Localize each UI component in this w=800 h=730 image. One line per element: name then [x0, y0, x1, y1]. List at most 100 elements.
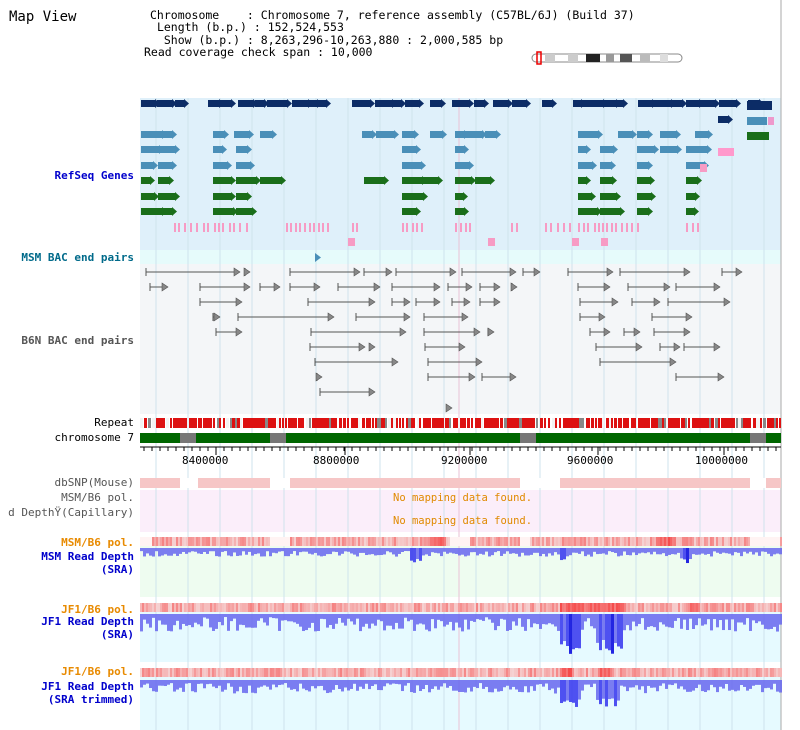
- polymorphism-cell: [162, 537, 164, 546]
- polymorphism-cell: [184, 668, 186, 677]
- repeat-segment: [456, 418, 458, 428]
- repeat-segment: [396, 418, 398, 428]
- dbsnp-label[interactable]: dbSNP(Mouse): [54, 476, 134, 489]
- depth-bar: [746, 680, 749, 691]
- gene-body: [700, 100, 715, 107]
- polymorphism-cell: [156, 668, 158, 677]
- polymorphism-cell: [384, 668, 386, 677]
- polymorphism-cell: [298, 537, 300, 546]
- msm-pol-top-label[interactable]: MSM/B6 pol.: [61, 491, 134, 504]
- depth-bar: [752, 680, 755, 686]
- gene-body: [686, 193, 695, 200]
- polymorphism-cell: [664, 603, 666, 612]
- depth-bar: [704, 614, 707, 625]
- depth-bar: [707, 548, 710, 555]
- gene-body: [637, 177, 650, 184]
- polymorphism-cell: [686, 668, 688, 677]
- jf1-pol-label[interactable]: JF1/B6 pol.: [61, 603, 134, 616]
- gene-mark: [455, 223, 457, 232]
- jf1-trimmed-depth-label[interactable]: JF1 Read Depth: [41, 680, 134, 693]
- polymorphism-cell: [272, 668, 274, 677]
- refseq-genes-label[interactable]: RefSeq Genes: [54, 169, 134, 182]
- gene-body: [595, 100, 616, 107]
- polymorphism-cell: [388, 537, 390, 546]
- polymorphism-cell: [358, 603, 360, 612]
- depth-bar: [677, 680, 680, 689]
- polymorphism-cell: [470, 603, 472, 612]
- polymorphism-cell: [590, 537, 592, 546]
- gene-arrow: [598, 130, 603, 139]
- depth-bar: [485, 614, 488, 618]
- depth-bar: [395, 680, 398, 684]
- polymorphism-cell: [436, 668, 438, 677]
- repeat-segment: [579, 418, 582, 428]
- repeat-segment: [526, 418, 530, 428]
- depth-bar: [713, 614, 716, 620]
- polymorphism-cell: [498, 537, 500, 546]
- depth-bar: [275, 548, 278, 554]
- depth-bar: [266, 614, 269, 626]
- b6n-bac-label[interactable]: B6N BAC end pairs: [21, 334, 134, 347]
- depth-bar: [362, 548, 365, 553]
- polymorphism-cell: [240, 668, 242, 677]
- polymorphism-cell: [412, 668, 414, 677]
- polymorphism-cell: [508, 668, 510, 677]
- depth-bar: [200, 680, 203, 684]
- repeat-segment: [347, 418, 349, 428]
- depth-bar: [383, 548, 386, 555]
- polymorphism-cell: [412, 537, 414, 546]
- depth-bar: [419, 680, 422, 692]
- jf1-pol-2-label[interactable]: JF1/B6 pol.: [61, 665, 134, 678]
- depth-bar: [218, 548, 221, 557]
- msm-bac-label[interactable]: MSM BAC end pairs: [21, 251, 134, 264]
- polymorphism-cell: [414, 603, 416, 612]
- polymorphism-cell: [610, 537, 612, 546]
- bac-end: [213, 312, 221, 322]
- msm-depth-label[interactable]: MSM Read Depth: [41, 550, 134, 563]
- polymorphism-cell: [380, 537, 382, 546]
- jf1-depth-label[interactable]: JF1 Read Depth: [41, 615, 134, 628]
- capillary-depth-label[interactable]: d DepthŸ(Capillary): [8, 506, 134, 519]
- depth-bar: [269, 680, 272, 690]
- polymorphism-cell: [536, 537, 538, 546]
- gene-arrow: [612, 176, 617, 185]
- polymorphism-cell: [564, 603, 566, 612]
- msm-pol-label[interactable]: MSM/B6 pol.: [61, 536, 134, 549]
- depth-bar: [335, 680, 338, 686]
- polymorphism-cell: [630, 537, 632, 546]
- polymorphism-cell: [754, 668, 756, 677]
- depth-bar: [443, 614, 446, 627]
- depth-bar: [638, 548, 641, 554]
- polymorphism-cell: [494, 603, 496, 612]
- gene-body: [686, 208, 694, 215]
- depth-bar: [638, 680, 641, 690]
- polymorphism-cell: [196, 668, 198, 677]
- depth-bar: [308, 548, 311, 554]
- polymorphism-cell: [194, 603, 196, 612]
- repeat-segment: [180, 418, 184, 428]
- depth-bar: [389, 680, 392, 685]
- polymorphism-cell: [348, 668, 350, 677]
- depth-bar: [611, 680, 614, 699]
- polymorphism-cell: [278, 668, 280, 677]
- bac-end: [493, 282, 501, 292]
- polymorphism-cell: [250, 668, 252, 677]
- gene-arrow: [620, 207, 625, 216]
- depth-bar: [602, 614, 605, 640]
- depth-bar: [725, 548, 728, 554]
- polymorphism-cell: [210, 603, 212, 612]
- depth-bar: [494, 680, 497, 689]
- depth-bar: [161, 614, 164, 625]
- polymorphism-cell: [390, 603, 392, 612]
- depth-bar: [662, 680, 665, 684]
- depth-bar: [662, 614, 665, 625]
- depth-bar: [296, 614, 299, 624]
- depth-bar: [419, 614, 422, 624]
- polymorphism-cell: [464, 603, 466, 612]
- polymorphism-cell: [432, 668, 434, 677]
- gene-arrow: [623, 99, 628, 108]
- repeat-segment: [322, 418, 324, 428]
- polymorphism-cell: [312, 668, 314, 677]
- depth-bar: [326, 548, 329, 555]
